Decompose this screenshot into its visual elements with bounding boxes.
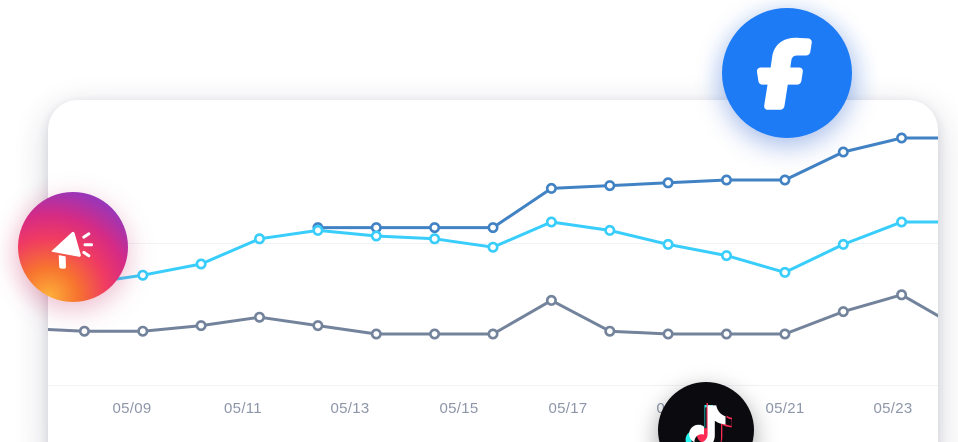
x-axis-label: 05/23 <box>873 400 913 417</box>
data-point-marker[interactable] <box>720 250 732 262</box>
data-point-marker[interactable] <box>370 230 382 242</box>
series-facebook <box>312 132 938 234</box>
tiktok-note-icon <box>685 403 732 442</box>
x-axis-label: 05/21 <box>765 400 805 417</box>
data-point-marker[interactable] <box>254 233 266 245</box>
data-point-marker[interactable] <box>137 269 149 281</box>
instagram-badge[interactable] <box>18 192 128 302</box>
x-axis-label: 05/09 <box>112 400 152 417</box>
x-axis-label: 05/15 <box>439 400 479 417</box>
data-point-marker[interactable] <box>662 177 674 189</box>
data-point-marker[interactable] <box>604 325 616 337</box>
data-point-marker[interactable] <box>837 306 849 318</box>
series-tiktok <box>48 289 938 340</box>
data-point-marker[interactable] <box>487 222 499 234</box>
data-point-marker[interactable] <box>779 328 791 340</box>
data-point-marker[interactable] <box>896 216 908 228</box>
data-point-marker[interactable] <box>78 325 90 337</box>
data-point-marker[interactable] <box>195 320 207 332</box>
series-line <box>48 220 938 294</box>
data-point-marker[interactable] <box>312 224 324 236</box>
data-point-marker[interactable] <box>370 328 382 340</box>
data-point-marker[interactable] <box>545 294 557 306</box>
data-point-marker[interactable] <box>720 174 732 186</box>
data-point-marker[interactable] <box>720 328 732 340</box>
x-axis-label: 05/17 <box>548 400 588 417</box>
data-point-marker[interactable] <box>312 320 324 332</box>
data-point-marker[interactable] <box>429 328 441 340</box>
data-point-marker[interactable] <box>545 182 557 194</box>
data-point-marker[interactable] <box>896 132 908 144</box>
facebook-badge[interactable] <box>722 8 852 138</box>
data-point-marker[interactable] <box>254 311 266 323</box>
data-point-marker[interactable] <box>429 233 441 245</box>
data-point-marker[interactable] <box>604 224 616 236</box>
series-line <box>48 293 938 336</box>
gridline-lower <box>48 385 938 386</box>
x-axis-label: 05/13 <box>330 400 370 417</box>
data-point-marker[interactable] <box>837 238 849 250</box>
megaphone-icon <box>51 231 93 269</box>
data-point-marker[interactable] <box>896 289 908 301</box>
data-point-marker[interactable] <box>487 241 499 253</box>
data-point-marker[interactable] <box>662 238 674 250</box>
series-line <box>316 136 938 230</box>
data-point-marker[interactable] <box>604 180 616 192</box>
data-point-marker[interactable] <box>545 216 557 228</box>
data-point-marker[interactable] <box>662 328 674 340</box>
series-instagram <box>48 216 938 294</box>
line-chart <box>48 132 938 340</box>
data-point-marker[interactable] <box>429 222 441 234</box>
data-point-marker[interactable] <box>487 328 499 340</box>
data-point-marker[interactable] <box>195 258 207 270</box>
data-point-marker[interactable] <box>779 174 791 186</box>
data-point-marker[interactable] <box>779 266 791 278</box>
facebook-f-icon <box>756 37 812 110</box>
data-point-marker[interactable] <box>837 146 849 158</box>
data-point-marker[interactable] <box>137 325 149 337</box>
x-axis-label: 05/11 <box>224 400 262 417</box>
